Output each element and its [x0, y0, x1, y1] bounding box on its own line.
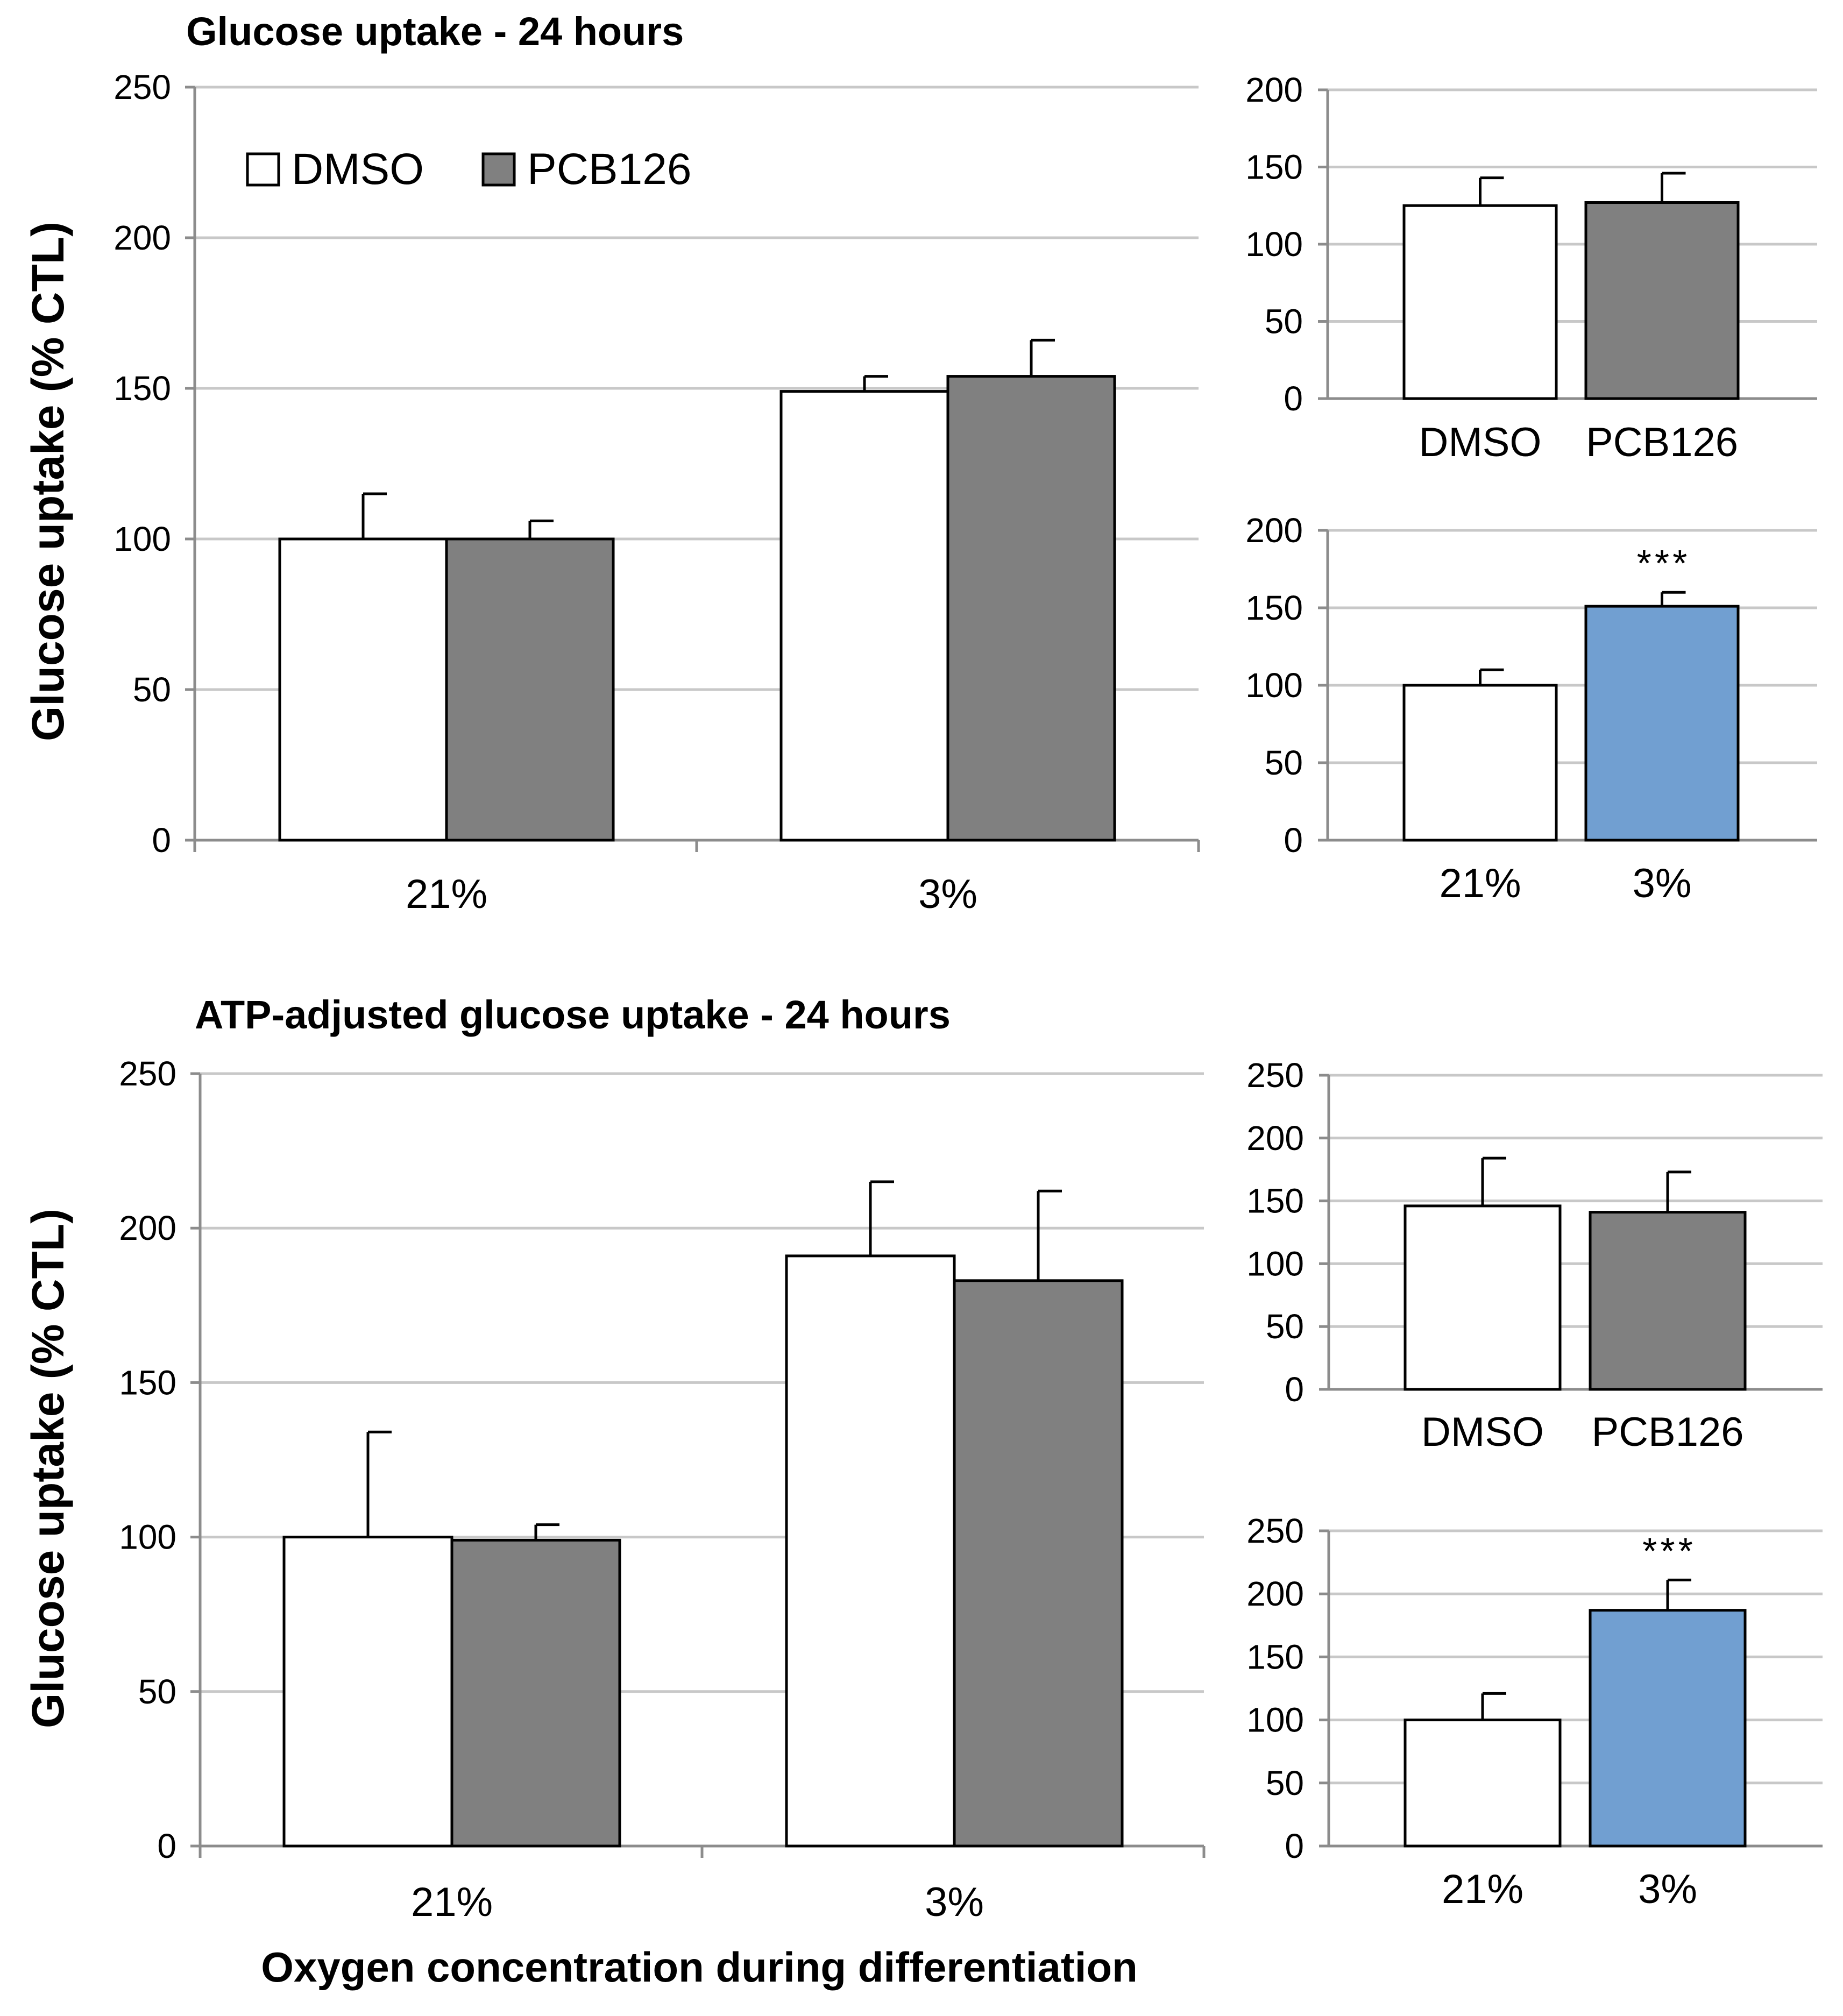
x-category-label: 21% [406, 871, 487, 917]
y-tick-label: 250 [1246, 1056, 1304, 1095]
bar-pcb126 [1584, 201, 1740, 400]
legend-label: PCB126 [527, 145, 691, 194]
bar-dmso [282, 1536, 453, 1848]
y-tick-label: 200 [1245, 511, 1303, 550]
x-category-label: PCB126 [1591, 1409, 1743, 1455]
y-tick-label: 0 [1284, 821, 1303, 860]
chart-title: Glucose uptake - 24 hours [186, 9, 684, 54]
chart-top-inset-treatment: 0 50 100 150 200 DMSO PCB126 [1245, 70, 1817, 465]
chart-bottom-inset-oxygen: 0 50 100 150 200 250 21% 3% *** [1246, 1511, 1823, 1912]
chart-bottom-main: 0 50 100 150 200 250 21% 3% ATP-adjusted glucose… [23, 992, 1206, 1925]
y-tick-label: 150 [1245, 148, 1303, 187]
bar-pcb126 [946, 375, 1116, 842]
y-axis-label: Glucose uptake (% CTL) [23, 1209, 73, 1728]
x-category-label: 3% [1638, 1866, 1697, 1912]
bar-dmso [779, 390, 949, 842]
y-tick-label: 100 [1245, 666, 1303, 705]
x-category-label: 3% [918, 871, 977, 917]
y-tick-label: 50 [138, 1672, 176, 1711]
x-category-label: 3% [1633, 861, 1692, 906]
x-category-label: 21% [1442, 1866, 1523, 1912]
y-tick-label: 100 [1246, 1701, 1304, 1740]
y-tick-label: 0 [1284, 379, 1303, 418]
bar-dmso [278, 537, 448, 842]
y-axis-label: Glucose uptake (% CTL) [23, 222, 73, 741]
x-category-label: 21% [411, 1879, 493, 1925]
chart-bottom-inset-treatment: 0 50 100 150 200 250 DMSO PCB126 [1246, 1056, 1823, 1455]
bar-3pct [1584, 605, 1740, 842]
legend: DMSO PCB126 [246, 145, 691, 194]
y-tick-label: 250 [1246, 1511, 1304, 1550]
y-tick-label: 150 [1245, 588, 1303, 627]
bar-dmso [1402, 204, 1558, 400]
y-tick-label: 150 [119, 1363, 176, 1402]
y-tick-label: 50 [1266, 1764, 1304, 1802]
chart-top-inset-oxygen: 0 50 100 150 200 21% 3% *** [1245, 511, 1817, 906]
x-category-label: 21% [1439, 861, 1521, 906]
bar-pcb126 [1589, 1211, 1747, 1391]
legend-swatch-dmso [246, 152, 280, 187]
y-tick-label: 50 [1265, 743, 1303, 782]
significance-marker: *** [1642, 1530, 1696, 1572]
legend-swatch-pcb126 [481, 152, 516, 187]
bar-21pct [1402, 684, 1558, 842]
y-tick-label: 0 [1285, 1827, 1304, 1865]
x-category-label: 3% [925, 1879, 984, 1925]
bar-pcb126 [953, 1279, 1124, 1848]
y-tick-label: 50 [1266, 1307, 1304, 1346]
chart-top-main: 0 50 100 150 200 250 21% 3% Glucose uptake - 24 … [23, 9, 1200, 917]
y-tick-label: 250 [119, 1054, 176, 1093]
bar-dmso [1403, 1204, 1562, 1391]
y-tick-label: 50 [1265, 302, 1303, 341]
y-tick-label: 200 [119, 1209, 176, 1247]
y-tick-label: 200 [1246, 1574, 1304, 1613]
y-tick-label: 100 [1245, 225, 1303, 264]
x-category-label: DMSO [1419, 420, 1542, 465]
y-tick-label: 0 [157, 1827, 176, 1865]
y-tick-label: 200 [114, 218, 171, 257]
significance-marker: *** [1637, 542, 1691, 584]
bar-pcb126 [450, 1538, 621, 1848]
y-tick-label: 150 [1246, 1182, 1304, 1220]
y-tick-label: 50 [133, 670, 171, 709]
y-tick-label: 200 [1245, 70, 1303, 109]
y-tick-label: 0 [152, 821, 171, 860]
x-category-label: DMSO [1421, 1409, 1544, 1455]
y-tick-label: 250 [114, 68, 171, 107]
legend-label: DMSO [292, 145, 424, 194]
y-tick-label: 150 [114, 369, 171, 408]
y-tick-label: 100 [114, 520, 171, 558]
x-axis-title: Oxygen concentration during differentiat… [261, 1943, 1137, 1991]
bar-3pct [1589, 1609, 1747, 1848]
y-tick-label: 150 [1246, 1637, 1304, 1676]
bar-dmso [785, 1254, 956, 1848]
y-tick-label: 0 [1285, 1370, 1304, 1409]
bar-pcb126 [445, 537, 615, 842]
bar-21pct [1403, 1719, 1562, 1848]
y-tick-label: 100 [1246, 1244, 1304, 1283]
y-tick-label: 100 [119, 1518, 176, 1557]
chart-title: ATP-adjusted glucose uptake - 24 hours [195, 992, 951, 1037]
x-category-label: PCB126 [1586, 420, 1738, 465]
y-tick-label: 200 [1246, 1119, 1304, 1158]
